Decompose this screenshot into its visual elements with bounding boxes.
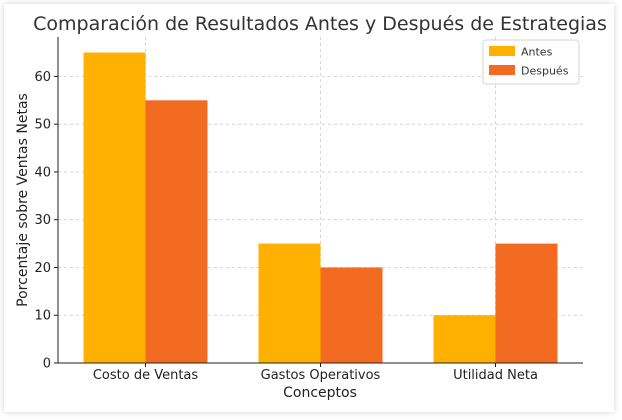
y-axis-label: Porcentaje sobre Ventas Netas <box>15 93 31 307</box>
y-tick-label-2: 20 <box>34 261 51 276</box>
legend[interactable]: Antes Después <box>482 39 580 85</box>
x-tick-label-0: Costo de Ventas <box>93 368 199 383</box>
y-tick-label-0: 0 <box>43 357 51 372</box>
legend-swatch-1 <box>489 65 515 75</box>
bar-despues-0[interactable] <box>145 100 208 364</box>
legend-swatch-0 <box>489 46 515 56</box>
bar-despues-2[interactable] <box>495 243 558 363</box>
legend-label-0: Antes <box>521 46 553 59</box>
bar-despues-1[interactable] <box>320 267 383 363</box>
y-tick-label-1: 10 <box>34 309 51 324</box>
x-ticks: Costo de Ventas Gastos Operativos Utilidad… <box>93 363 538 383</box>
y-ticks: 0 10 20 30 40 50 60 <box>34 70 58 372</box>
x-axis-label: Conceptos <box>283 385 357 401</box>
y-tick-label-3: 30 <box>34 213 51 228</box>
bar-antes-2[interactable] <box>433 315 496 363</box>
y-tick-label-5: 50 <box>34 118 51 133</box>
bar-antes-0[interactable] <box>83 52 146 364</box>
legend-label-1: Después <box>521 65 569 78</box>
x-tick-label-2: Utilidad Neta <box>453 368 538 383</box>
bar-antes-1[interactable] <box>258 243 321 363</box>
x-tick-label-1: Gastos Operativos <box>261 368 381 383</box>
chart-title: Comparación de Resultados Antes y Despué… <box>33 13 607 35</box>
bars <box>83 52 558 364</box>
y-tick-label-4: 40 <box>34 165 51 180</box>
y-tick-label-6: 60 <box>34 70 51 85</box>
